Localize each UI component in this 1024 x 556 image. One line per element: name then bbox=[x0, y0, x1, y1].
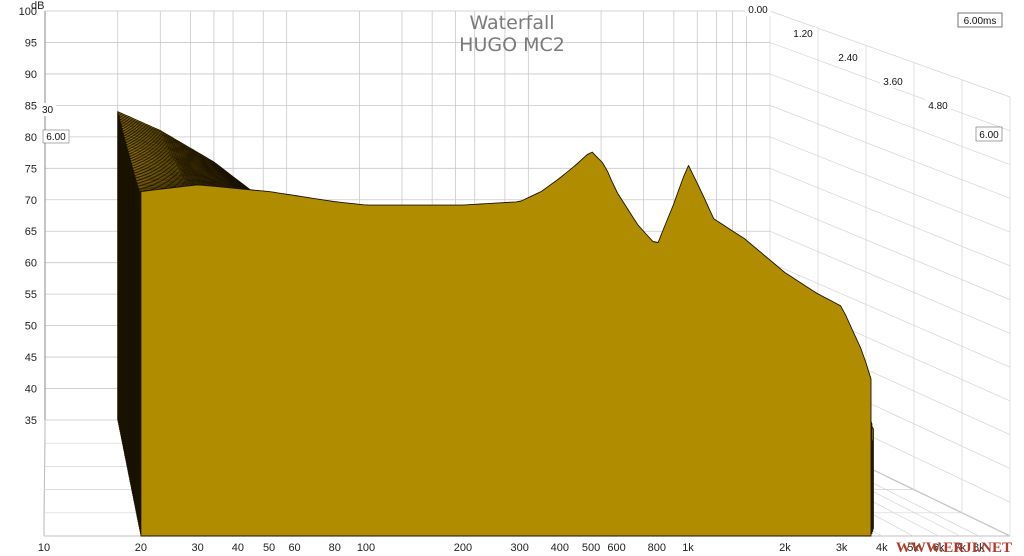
x-tick-300: 300 bbox=[510, 542, 528, 554]
y-tick-35: 35 bbox=[25, 415, 37, 427]
x-tick-600: 600 bbox=[607, 542, 625, 554]
x-tick-200: 200 bbox=[454, 542, 472, 554]
x-tick-80: 80 bbox=[329, 542, 341, 554]
side-grid-hline-9 bbox=[769, 136, 1011, 233]
time-label-4: 4.80 bbox=[928, 101, 948, 112]
x-tick-1k: 1k bbox=[682, 542, 694, 554]
time-label-1: 1.20 bbox=[793, 29, 813, 40]
front-label-30-text: 30 bbox=[42, 105, 54, 116]
y-tick-90: 90 bbox=[25, 69, 37, 81]
time-axis-end-box: 6.00ms bbox=[957, 12, 1003, 28]
y-tick-100: 100 bbox=[19, 6, 37, 18]
side-grid-hline-5 bbox=[769, 262, 1011, 368]
y-tick-65: 65 bbox=[25, 226, 37, 238]
x-tick-2k: 2k bbox=[779, 542, 791, 554]
chart-subtitle: HUGO MC2 bbox=[459, 34, 565, 56]
time-label-5: 6.00 bbox=[979, 130, 999, 141]
x-tick-6k: 6k bbox=[933, 542, 945, 554]
floor-grid-fline-0 bbox=[43, 419, 46, 537]
front-label-30: 30 bbox=[40, 103, 56, 116]
x-tick-10: 10 bbox=[38, 542, 50, 554]
time-axis-end-label: 6.00ms bbox=[964, 16, 997, 27]
y-tick-40: 40 bbox=[25, 384, 37, 396]
y-tick-60: 60 bbox=[25, 258, 37, 270]
y-tick-75: 75 bbox=[25, 163, 37, 175]
y-tick-95: 95 bbox=[25, 37, 37, 49]
x-axis-ticks: 10 20 30 40 50 60 80 100 200 300 400 500 600 800 1k 2k 3… bbox=[38, 542, 985, 554]
x-tick-50: 50 bbox=[263, 542, 275, 554]
x-tick-3k: 3k bbox=[836, 542, 848, 554]
chart-title: Waterfall bbox=[469, 12, 554, 34]
x-tick-20: 20 bbox=[135, 542, 147, 554]
waterfall-slices bbox=[117, 111, 874, 537]
x-tick-8k: 8k bbox=[973, 542, 985, 554]
time-label-0: 0.00 bbox=[748, 5, 768, 16]
x-tick-7k: 7k bbox=[954, 542, 966, 554]
side-grid-hline-10 bbox=[769, 105, 1011, 199]
time-axis-labels: 0.00 1.20 2.40 3.60 4.80 6.00 bbox=[745, 3, 1003, 142]
side-grid-hline-6 bbox=[769, 230, 1011, 334]
slice-0 bbox=[140, 151, 872, 537]
x-tick-400: 400 bbox=[551, 542, 569, 554]
watermark: WWW.ERJI.NET bbox=[896, 540, 1012, 556]
y-tick-80: 80 bbox=[25, 132, 37, 144]
y-tick-45: 45 bbox=[25, 352, 37, 364]
x-tick-800: 800 bbox=[648, 542, 666, 554]
x-tick-100: 100 bbox=[357, 542, 375, 554]
side-grid-hline-11 bbox=[769, 73, 1011, 165]
x-tick-4k: 4k bbox=[876, 542, 888, 554]
side-grid-hline-13 bbox=[769, 10, 1011, 98]
front-label-6-text: 6.00 bbox=[46, 132, 66, 143]
y-axis-unit: dB bbox=[31, 0, 44, 12]
x-tick-30: 30 bbox=[192, 542, 204, 554]
x-tick-40: 40 bbox=[232, 542, 244, 554]
time-label-3: 3.60 bbox=[883, 77, 903, 88]
front-label-6: 6.00 bbox=[42, 129, 70, 144]
side-grid-hline-7 bbox=[769, 199, 1011, 300]
time-label-2: 2.40 bbox=[838, 53, 858, 64]
x-tick-500: 500 bbox=[582, 542, 600, 554]
y-tick-85: 85 bbox=[25, 100, 37, 112]
x-tick-5k: 5k bbox=[907, 542, 919, 554]
y-axis-ticks: 35 40 45 50 55 60 65 70 75 80 85 90 95 100 bbox=[19, 6, 37, 427]
y-tick-70: 70 bbox=[25, 195, 37, 207]
side-grid-hline-8 bbox=[769, 167, 1011, 267]
y-tick-50: 50 bbox=[25, 321, 37, 333]
x-tick-60: 60 bbox=[288, 542, 300, 554]
y-tick-55: 55 bbox=[25, 289, 37, 301]
